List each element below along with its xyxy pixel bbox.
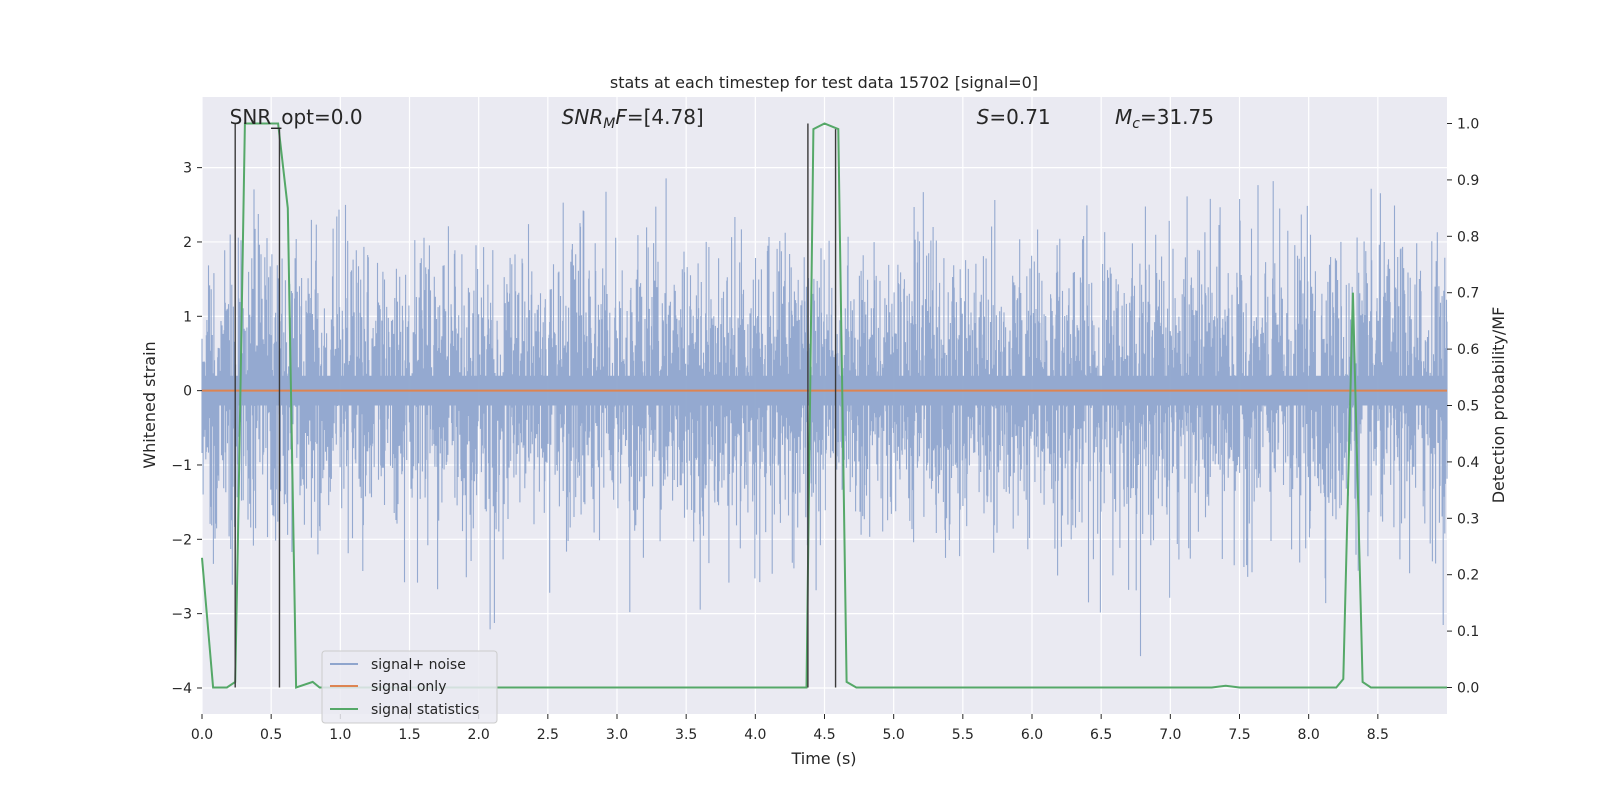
y-axis-title: Whitened strain <box>140 341 159 468</box>
legend-label-noise: signal+ noise <box>371 657 466 673</box>
y-tick-label-0: −4 <box>171 681 192 697</box>
x-tick-label-17: 8.5 <box>1367 727 1389 743</box>
annotation-0: SNR_opt=0.0 <box>230 105 363 129</box>
y2-tick-label-5: 0.5 <box>1457 399 1479 415</box>
x-axis: 0.0 0.5 1.0 1.5 2.0 2.5 3.0 3.5 4.0 4.5 5.0 5.5 6.0 6… <box>191 714 1389 743</box>
y2-tick-label-3: 0.3 <box>1457 511 1479 527</box>
y-tick-label-3: −1 <box>171 458 192 474</box>
x-tick-label-12: 6.0 <box>1021 727 1043 743</box>
x-tick-label-15: 7.5 <box>1228 727 1250 743</box>
x-tick-label-6: 3.0 <box>606 727 628 743</box>
x-tick-label-9: 4.5 <box>813 727 835 743</box>
y2-tick-label-9: 0.9 <box>1457 173 1479 189</box>
y2-tick-label-2: 0.2 <box>1457 568 1479 584</box>
x-tick-label-4: 2.0 <box>468 727 490 743</box>
legend-label-signal: signal only <box>371 679 446 695</box>
x-tick-label-13: 6.5 <box>1090 727 1112 743</box>
y2-tick-label-7: 0.7 <box>1457 286 1479 302</box>
y-axis-left: −4 −3 −2 −1 0 1 2 3 <box>171 161 202 697</box>
y2-tick-label-4: 0.4 <box>1457 455 1479 471</box>
y2-tick-label-8: 0.8 <box>1457 229 1479 245</box>
series-signal-statistics <box>201 122 1447 689</box>
legend: signal+ noise signal only signal statist… <box>321 650 498 724</box>
y2-tick-label-0: 0.0 <box>1457 680 1479 696</box>
vertical-markers <box>234 123 837 688</box>
annotation-3: Mc=31.75 <box>1115 105 1214 132</box>
y-tick-label-4: 0 <box>183 384 192 400</box>
y2-axis-title: Detection probability/MF <box>1489 307 1508 504</box>
y-tick-label-1: −3 <box>171 607 192 623</box>
legend-box <box>321 650 498 724</box>
x-tick-label-14: 7.0 <box>1159 727 1181 743</box>
annotation-1: SNRMF=[4.78] <box>562 105 704 132</box>
y-tick-label-5: 1 <box>183 309 192 325</box>
y2-tick-label-1: 0.1 <box>1457 624 1479 640</box>
x-tick-label-5: 2.5 <box>537 727 559 743</box>
y2-tick-label-10: 1.0 <box>1457 117 1479 133</box>
series-signal-noise <box>201 178 1448 657</box>
y2-tick-label-6: 0.6 <box>1457 342 1479 358</box>
x-tick-label-11: 5.5 <box>952 727 974 743</box>
x-tick-label-0: 0.0 <box>191 727 213 743</box>
annotations: SNR_opt=0.0 SNRMF=[4.78] S=0.71 Mc=31.75 <box>230 105 1214 132</box>
line-series <box>201 122 1447 689</box>
noise-series <box>201 178 1448 657</box>
y-tick-label-2: −2 <box>171 532 192 548</box>
y-tick-label-6: 2 <box>183 235 192 251</box>
y-axis-right: 0.0 0.1 0.2 0.3 0.4 0.5 0.6 0.7 0.8 0.9 1.0 <box>1447 117 1479 696</box>
x-tick-label-3: 1.5 <box>398 727 420 743</box>
x-tick-label-2: 1.0 <box>329 727 351 743</box>
chart-title: stats at each timestep for test data 157… <box>610 73 1038 92</box>
x-axis-title: Time (s) <box>790 749 856 768</box>
x-tick-label-16: 8.0 <box>1298 727 1320 743</box>
y-tick-label-7: 3 <box>183 161 192 177</box>
x-tick-label-8: 4.0 <box>744 727 766 743</box>
x-tick-label-10: 5.0 <box>883 727 905 743</box>
annotation-2: S=0.71 <box>977 105 1051 129</box>
x-tick-label-1: 0.5 <box>260 727 282 743</box>
x-tick-label-7: 3.5 <box>675 727 697 743</box>
legend-label-stats: signal statistics <box>371 702 479 718</box>
